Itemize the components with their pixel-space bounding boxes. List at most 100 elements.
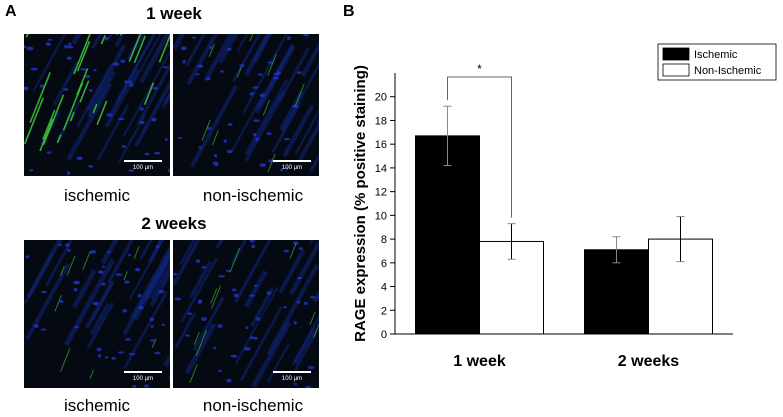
nucleus-dot: [106, 250, 111, 254]
fiber-streak: [313, 290, 319, 303]
nucleus-dot: [30, 67, 38, 71]
nucleus-dot: [233, 293, 239, 298]
fiber-streak: [128, 240, 164, 300]
fiber-streak: [63, 258, 115, 346]
rage-signal: [309, 312, 316, 326]
nucleus-dot: [180, 46, 187, 51]
rage-signal: [211, 130, 219, 146]
micrograph-1-week-ischemic: 100 µm: [24, 34, 170, 176]
nucleus-dot: [249, 240, 255, 243]
fiber-streak: [180, 257, 218, 323]
fiber-streak: [186, 34, 219, 86]
nucleus-dot: [223, 139, 228, 143]
nucleus-dot: [117, 117, 125, 121]
nucleus-dot: [89, 250, 97, 254]
nucleus-dot: [253, 132, 257, 137]
nucleus-dot: [26, 46, 34, 51]
rage-signal: [69, 111, 75, 122]
nucleus-dot: [101, 265, 105, 269]
rage-signal: [267, 53, 277, 76]
nucleus-dot: [40, 328, 47, 331]
rage-signal: [42, 109, 56, 140]
nucleus-dot: [151, 117, 157, 122]
fiber-streak: [192, 296, 225, 351]
nucleus-dot: [296, 276, 303, 280]
rage-signal: [189, 363, 198, 383]
nucleus-dot: [39, 84, 45, 88]
nucleus-dot: [139, 120, 145, 125]
nucleus-dot: [84, 74, 91, 79]
nucleus-dot: [124, 280, 130, 284]
rage-signal: [210, 285, 222, 310]
nucleus-dot: [106, 113, 113, 117]
micrograph-pattern: [24, 34, 170, 176]
x-tick-label: 1 week: [453, 353, 506, 370]
nucleus-dot: [293, 320, 297, 325]
nucleus-dot: [259, 93, 266, 97]
micrograph-pattern: [173, 34, 319, 173]
y-tick-label: 10: [375, 210, 387, 222]
nucleus-dot: [144, 384, 149, 388]
nucleus-dot: [66, 45, 74, 49]
nucleus-dot: [273, 76, 280, 80]
nucleus-dot: [298, 247, 304, 250]
nucleus-dot: [137, 293, 142, 298]
group-title-2-weeks: 2 weeks: [141, 214, 207, 233]
fiber-streak: [244, 79, 289, 155]
fiber-streak: [244, 90, 286, 162]
fiber-streak: [139, 240, 153, 260]
nucleus-dot: [302, 34, 310, 37]
nucleus-dot: [65, 243, 71, 248]
fiber-streak: [179, 240, 196, 265]
fiber-streak: [66, 82, 113, 161]
fiber-streak: [122, 49, 170, 137]
rage-signal: [262, 99, 270, 116]
rage-signal: [60, 348, 71, 372]
fiber-streak: [184, 322, 217, 375]
nucleus-dot: [124, 80, 128, 84]
nucleus-dot: [230, 354, 238, 358]
fiber-streak: [215, 240, 224, 250]
nucleus-dot: [66, 56, 73, 60]
nucleus-dot: [120, 59, 126, 64]
nucleus-dot: [198, 146, 203, 149]
fiber-streak: [231, 34, 261, 83]
rage-signal: [79, 80, 90, 103]
rage-signal: [66, 255, 76, 276]
nucleus-dot: [177, 136, 183, 139]
nucleus-dot: [231, 288, 237, 292]
nucleus-dot: [24, 45, 27, 49]
nucleus-dot: [73, 325, 80, 329]
nucleus-dot: [155, 245, 160, 248]
nucleus-dot: [73, 280, 81, 285]
fiber-streak: [25, 263, 70, 341]
fiber-streak: [266, 343, 290, 384]
fiber-streak: [173, 34, 186, 50]
y-tick-label: 20: [375, 92, 387, 104]
fiber-streak: [24, 252, 54, 305]
rage-signal: [267, 153, 276, 173]
rage-signal: [193, 332, 200, 345]
nucleus-dot: [87, 165, 94, 168]
rage-signal: [133, 246, 140, 259]
scale-bar: [124, 160, 162, 162]
scale-bar: [273, 371, 311, 373]
nucleus-dot: [195, 259, 201, 263]
nucleus-dot: [276, 71, 281, 74]
micrograph-pattern: [173, 240, 319, 388]
fiber-streak: [236, 34, 249, 52]
nucleus-dot: [92, 301, 99, 306]
rage-signal: [42, 94, 65, 146]
rage-signal: [236, 66, 243, 78]
nucleus-dot: [152, 87, 159, 90]
rage-signal: [60, 266, 65, 276]
fiber-streak: [134, 79, 170, 147]
nucleus-dot: [226, 378, 232, 383]
legend: Ischemic Non-Ischemic: [657, 43, 777, 81]
nucleus-dot: [225, 269, 231, 273]
label-1-week-non-ischemic: non-ischemic: [202, 186, 304, 205]
nucleus-dot: [253, 336, 258, 340]
nucleus-dot: [88, 89, 93, 93]
legend-swatch: [662, 63, 690, 77]
rage-signal: [133, 35, 146, 64]
